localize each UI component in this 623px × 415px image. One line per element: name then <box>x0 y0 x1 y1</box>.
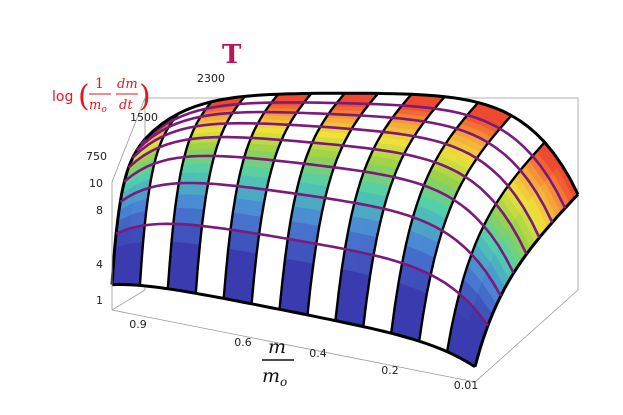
surface-front-face <box>349 324 363 352</box>
x-tick-label: 0.6 <box>234 336 252 349</box>
x-axis-den: mo <box>262 365 287 389</box>
surface-front-face <box>112 285 126 305</box>
t-tick-label: 2300 <box>197 72 225 85</box>
surface-front-face <box>224 298 238 327</box>
x-tick-label: 0.01 <box>454 379 479 392</box>
z-axis-paren-close: ) <box>139 79 151 114</box>
mesh-line-t <box>119 181 502 297</box>
z-axis-frac1-den: mo <box>89 98 107 115</box>
z-tick-label: 10 <box>89 177 103 190</box>
surface-edge-front <box>111 282 476 368</box>
surface-front-face <box>335 321 349 350</box>
surface-front-face <box>210 296 224 324</box>
surface-front-face <box>126 285 140 308</box>
z-axis-frac1-num: 1 <box>95 76 104 92</box>
t-axis-title: T <box>222 40 242 70</box>
x-axis-num: m <box>268 336 286 358</box>
z-tick-label: 4 <box>96 258 103 271</box>
surface-front-face <box>182 291 196 319</box>
z-axis-frac2-num: dm <box>117 77 138 92</box>
x-tick-label: 0.4 <box>309 347 327 360</box>
surface-front-face <box>308 315 322 344</box>
surface-front-face <box>294 312 308 341</box>
x-tick-label: 0.2 <box>381 364 399 377</box>
z-tick-label: 1 <box>96 294 103 307</box>
mesh-line-t <box>123 154 515 274</box>
surface-front-face <box>154 287 168 313</box>
z-axis-title: log ( 1 mo dm dt ) <box>52 76 151 115</box>
z-axis-func: log <box>52 89 73 105</box>
surface-edge-back <box>143 91 580 196</box>
mesh-line-t <box>135 110 554 224</box>
surface-front-face <box>168 289 182 316</box>
z-tick-label: 8 <box>96 204 103 217</box>
surface-front-face <box>321 318 335 347</box>
surface <box>110 91 580 368</box>
surface-front-face <box>280 309 294 338</box>
mesh-line-t <box>115 222 489 327</box>
x-tick-label: 0.9 <box>129 318 147 331</box>
surface-front-face <box>196 293 210 321</box>
surface-front-face <box>140 285 154 310</box>
mesh-line-t <box>127 135 528 255</box>
mesh-line-t <box>139 101 567 209</box>
x-axis-title: m mo <box>262 336 294 389</box>
surface-front-face <box>252 304 266 333</box>
surface-front-face <box>238 301 252 330</box>
t-tick-label: 750 <box>86 150 107 163</box>
surface-front-face <box>266 307 280 336</box>
plot-box-front <box>111 97 579 383</box>
tick-labels: 750 1500 2300 1 4 8 10 0.9 0.6 0.4 0.2 0.01 <box>86 72 478 392</box>
z-axis-paren-open: ( <box>78 79 90 114</box>
z-axis-frac2-den: dt <box>119 98 133 113</box>
mesh-line-t <box>131 121 541 239</box>
t-tick-label: 1500 <box>130 111 158 124</box>
